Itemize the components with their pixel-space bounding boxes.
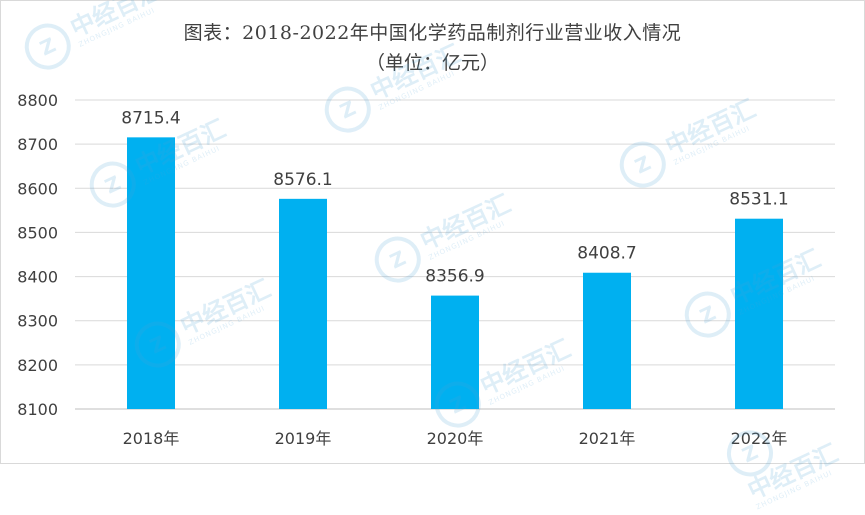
bar bbox=[735, 218, 783, 409]
y-tick-label: 8500 bbox=[17, 223, 58, 242]
y-tick-label: 8400 bbox=[17, 268, 58, 287]
chart-title: 图表：2018-2022年中国化学药品制剂行业营业收入情况 bbox=[183, 22, 682, 44]
watermark-brand-en: ZHONGJING BAIHUI bbox=[754, 468, 834, 512]
data-label: 8408.7 bbox=[577, 244, 636, 264]
bar bbox=[127, 137, 175, 410]
y-tick-label: 8800 bbox=[17, 91, 58, 110]
bar bbox=[431, 295, 479, 409]
data-labels: 8715.4 8576.1 8356.9 8408.7 8531.1 bbox=[121, 108, 788, 286]
y-tick-label: 8200 bbox=[17, 356, 58, 375]
y-tick-label: 8600 bbox=[17, 179, 58, 198]
y-axis-ticks: 8100 8200 8300 8400 8500 8600 8700 8800 bbox=[17, 91, 58, 419]
bars bbox=[127, 137, 783, 410]
bar bbox=[583, 272, 631, 409]
data-label: 8531.1 bbox=[729, 190, 788, 210]
data-label: 8715.4 bbox=[121, 108, 180, 128]
data-label: 8576.1 bbox=[273, 170, 332, 190]
chart-subtitle: （单位：亿元） bbox=[365, 52, 499, 74]
x-tick-label: 2022年 bbox=[731, 429, 788, 448]
y-tick-label: 8100 bbox=[17, 400, 58, 419]
x-axis-ticks: 2018年 2019年 2020年 2021年 2022年 bbox=[123, 429, 788, 448]
data-label: 8356.9 bbox=[425, 267, 484, 287]
x-tick-label: 2019年 bbox=[275, 429, 332, 448]
bar bbox=[279, 198, 327, 409]
x-tick-label: 2018年 bbox=[123, 429, 180, 448]
y-tick-label: 8700 bbox=[17, 135, 58, 154]
x-tick-label: 2020年 bbox=[427, 429, 484, 448]
x-tick-label: 2021年 bbox=[579, 429, 636, 448]
y-tick-label: 8300 bbox=[17, 312, 58, 331]
